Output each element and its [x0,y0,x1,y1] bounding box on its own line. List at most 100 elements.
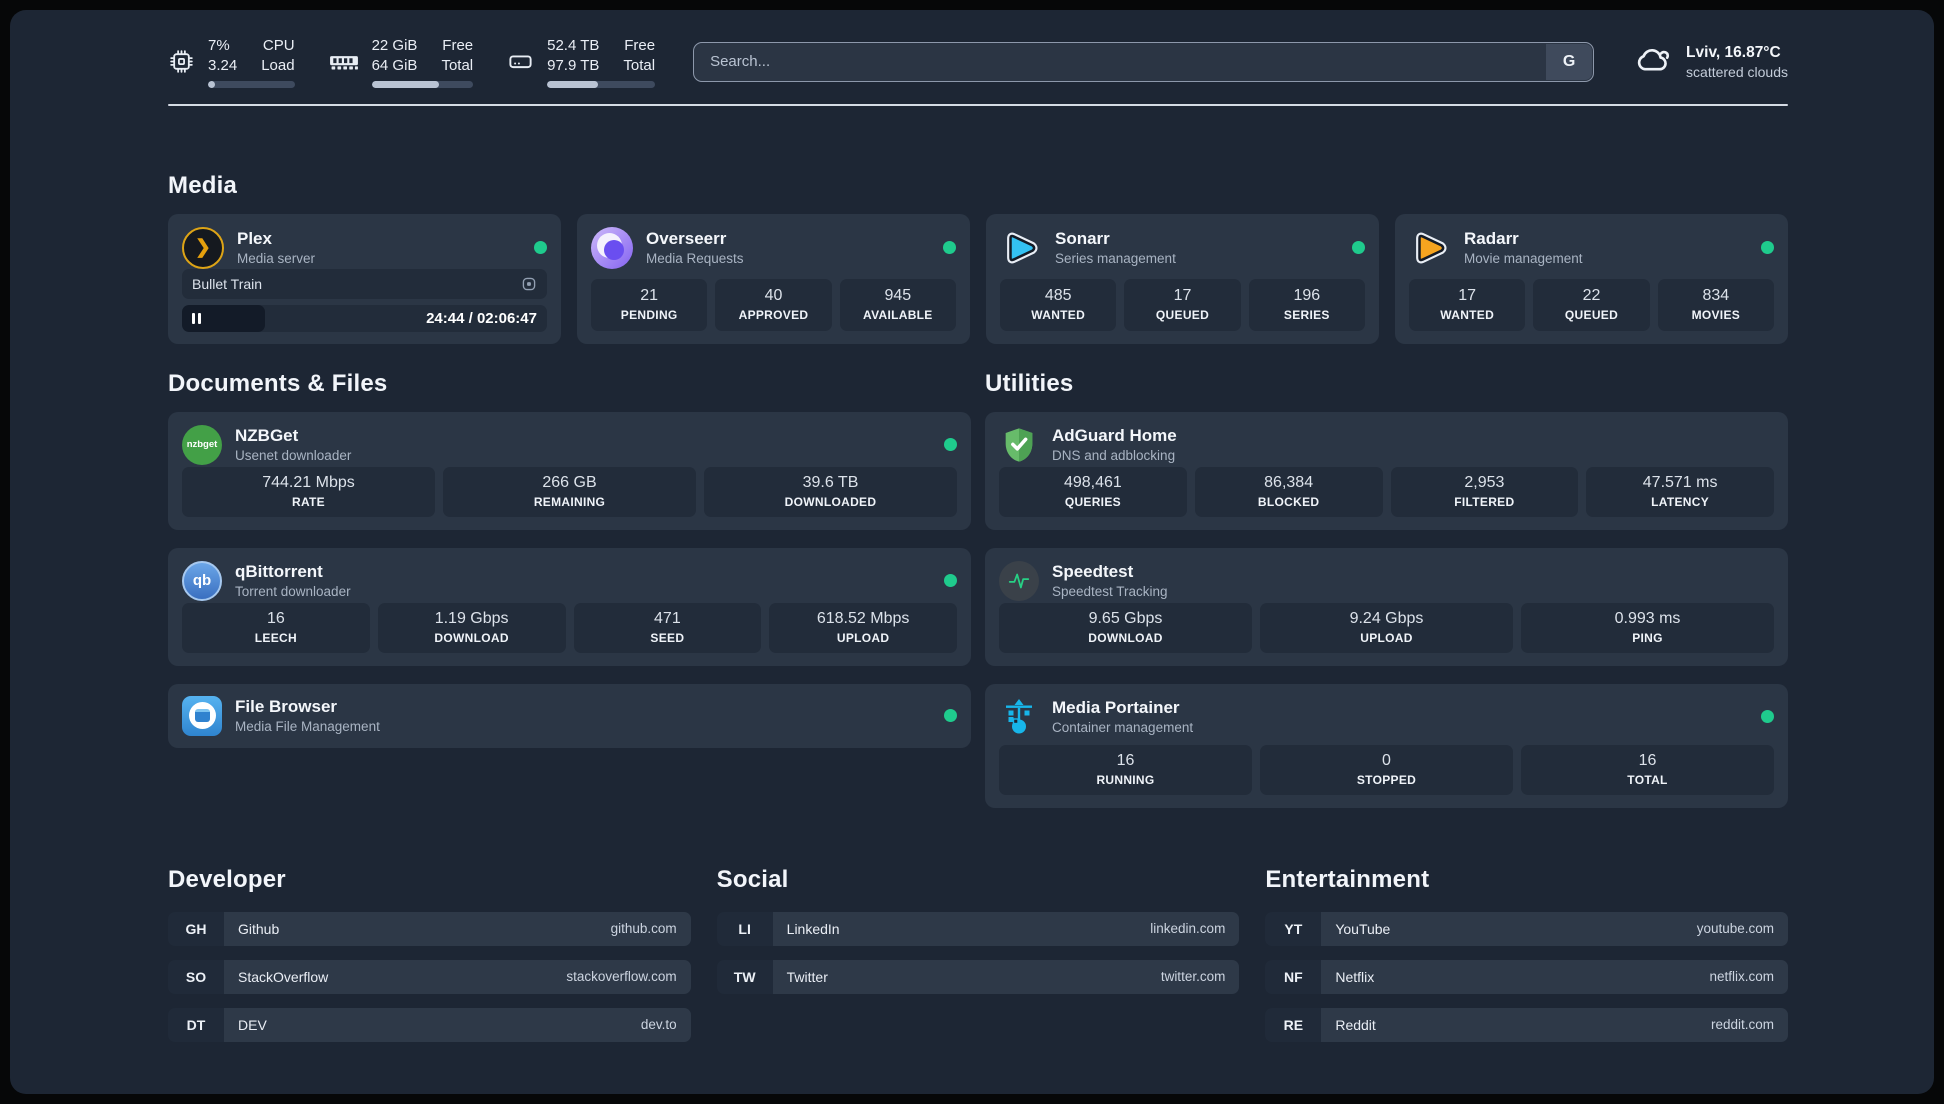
card-plex: ❯ Plex Media server Bullet Train [168,213,561,344]
playback-progress-fill [182,304,265,332]
stat-queued: 17 QUEUED [1124,278,1241,331]
cpu-stat: 7% 3.24 CPU Load [168,36,295,88]
portainer-name: Media Portainer [1052,698,1180,718]
cloud-icon [1634,44,1672,79]
stat-ping: 0.993 ms PING [1521,602,1774,653]
stat-wanted: 485 WANTED [1000,278,1117,331]
cpu-usage-value: 7% [208,37,230,54]
dashboard: 7% 3.24 CPU Load [10,10,1934,1094]
developer-links: Developer GH Github github.com SO StackO… [168,866,691,1042]
system-stats: 7% 3.24 CPU Load [168,36,656,88]
stat-rate: 744.21 Mbps RATE [182,466,435,517]
plex-now-playing: Bullet Train 24:44 / 02:06:47 [182,268,547,332]
overseerr-app-link[interactable]: Overseerr Media Requests [591,226,956,269]
dev-tag: DT [168,1007,224,1042]
link-youtube[interactable]: YT YouTube youtube.com [1265,911,1788,946]
portainer-icon [999,697,1039,737]
memory-icon [329,51,359,72]
nzbget-app-link[interactable]: nzbget NZBGet Usenet downloader [182,424,957,465]
sonarr-name: Sonarr [1055,229,1110,249]
stat-approved: 40 APPROVED [715,278,832,331]
disk-progress-track [547,80,656,88]
qbittorrent-name: qBittorrent [235,562,323,582]
cast-icon[interactable] [521,276,537,292]
memory-progress-track [371,80,474,88]
memory-total-value: 64 GiB [371,56,418,74]
speedtest-app-link[interactable]: Speedtest Speedtest Tracking [999,560,1774,601]
portainer-desc: Container management [1052,720,1194,736]
stat-queries: 498,461 QUERIES [999,466,1187,517]
qbittorrent-status-dot [944,574,957,588]
cpu-progress-track [208,80,295,88]
link-github[interactable]: GH Github github.com [168,911,691,946]
section-title-media: Media [168,171,238,199]
radarr-desc: Movie management [1464,251,1583,267]
plex-icon: ❯ [182,226,224,269]
disk-total-value: 97.9 TB [547,56,600,74]
overseerr-icon [591,226,633,269]
nzbget-icon: nzbget [182,424,222,465]
stat-queued: 22 QUEUED [1533,278,1650,331]
adguard-app-link[interactable]: AdGuard Home DNS and adblocking [999,425,1774,465]
nzbget-status-dot [944,438,957,452]
media-grid: ❯ Plex Media server Bullet Train [168,213,1788,344]
netflix-tag: NF [1265,959,1322,994]
card-speedtest: Speedtest Speedtest Tracking 9.65 Gbps D… [985,547,1788,666]
card-radarr: Radarr Movie management 17 WANTED 22 QUE… [1395,213,1788,344]
entertainment-links: Entertainment YT YouTube youtube.com NF … [1265,866,1788,1042]
twitter-tag: TW [716,959,773,994]
stat-series: 196 SERIES [1248,278,1365,331]
search-bar: G [693,41,1595,82]
youtube-tag: YT [1265,911,1322,946]
radarr-icon [1409,227,1451,269]
radarr-app-link[interactable]: Radarr Movie management [1409,227,1774,269]
link-twitter[interactable]: TW Twitter twitter.com [716,959,1240,994]
link-reddit[interactable]: RE Reddit reddit.com [1265,1007,1788,1042]
nzbget-desc: Usenet downloader [235,448,352,464]
sonarr-status-dot [1352,241,1365,255]
weather-widget: Lviv, 16.87°C scattered clouds [1634,44,1788,80]
plex-app-link[interactable]: ❯ Plex Media server [182,226,547,269]
link-linkedin[interactable]: LI LinkedIn linkedin.com [716,911,1240,946]
radarr-status-dot [1761,241,1774,255]
link-stackoverflow[interactable]: SO StackOverflow stackoverflow.com [168,959,691,994]
top-bar: 7% 3.24 CPU Load [168,36,1788,88]
stat-wanted: 17 WANTED [1409,278,1526,331]
disk-icon [507,48,534,75]
playback-progress[interactable]: 24:44 / 02:06:47 [182,304,547,332]
card-filebrowser: File Browser Media File Management [168,683,971,748]
stat-download: 1.19 Gbps DOWNLOAD [377,602,566,653]
sonarr-icon [1000,227,1042,269]
memory-free-label: Free [442,37,474,54]
filebrowser-app-link[interactable]: File Browser Media File Management [182,695,957,736]
section-title-entertainment: Entertainment [1265,865,1430,893]
search-engine-button[interactable]: G [1546,43,1593,80]
disk-stat: 52.4 TB 97.9 TB Free Total [507,36,656,88]
portainer-app-link[interactable]: Media Portainer Container management [999,697,1774,737]
qbittorrent-app-link[interactable]: qb qBittorrent Torrent downloader [182,560,957,601]
cpu-progress-fill [208,80,215,88]
github-tag: GH [168,911,224,946]
stat-upload: 9.24 Gbps UPLOAD [1260,602,1513,653]
disk-total-label: Total [623,56,656,74]
now-playing-title: Bullet Train [192,275,263,292]
sonarr-app-link[interactable]: Sonarr Series management [1000,227,1365,269]
overseerr-desc: Media Requests [646,251,744,267]
stat-movies: 834 MOVIES [1657,278,1774,331]
overseerr-name: Overseerr [646,229,727,249]
card-sonarr: Sonarr Series management 485 WANTED 17 Q… [986,213,1379,344]
card-portainer: Media Portainer Container management 16 … [985,683,1788,808]
link-netflix[interactable]: NF Netflix netflix.com [1265,959,1788,994]
plex-desc: Media server [237,251,316,267]
reddit-tag: RE [1265,1007,1322,1042]
memory-progress-fill [371,80,439,88]
cpu-usage-label: CPU [262,37,295,54]
stackoverflow-tag: SO [168,959,224,994]
stat-stopped: 0 STOPPED [1260,744,1513,795]
social-links: Social LI LinkedIn linkedin.com TW Twitt… [716,866,1240,994]
search-input[interactable] [693,41,1595,82]
link-dev[interactable]: DT DEV dev.to [168,1007,691,1042]
nzbget-name: NZBGet [235,426,299,446]
sonarr-desc: Series management [1055,251,1176,267]
section-title-developer: Developer [168,865,286,893]
